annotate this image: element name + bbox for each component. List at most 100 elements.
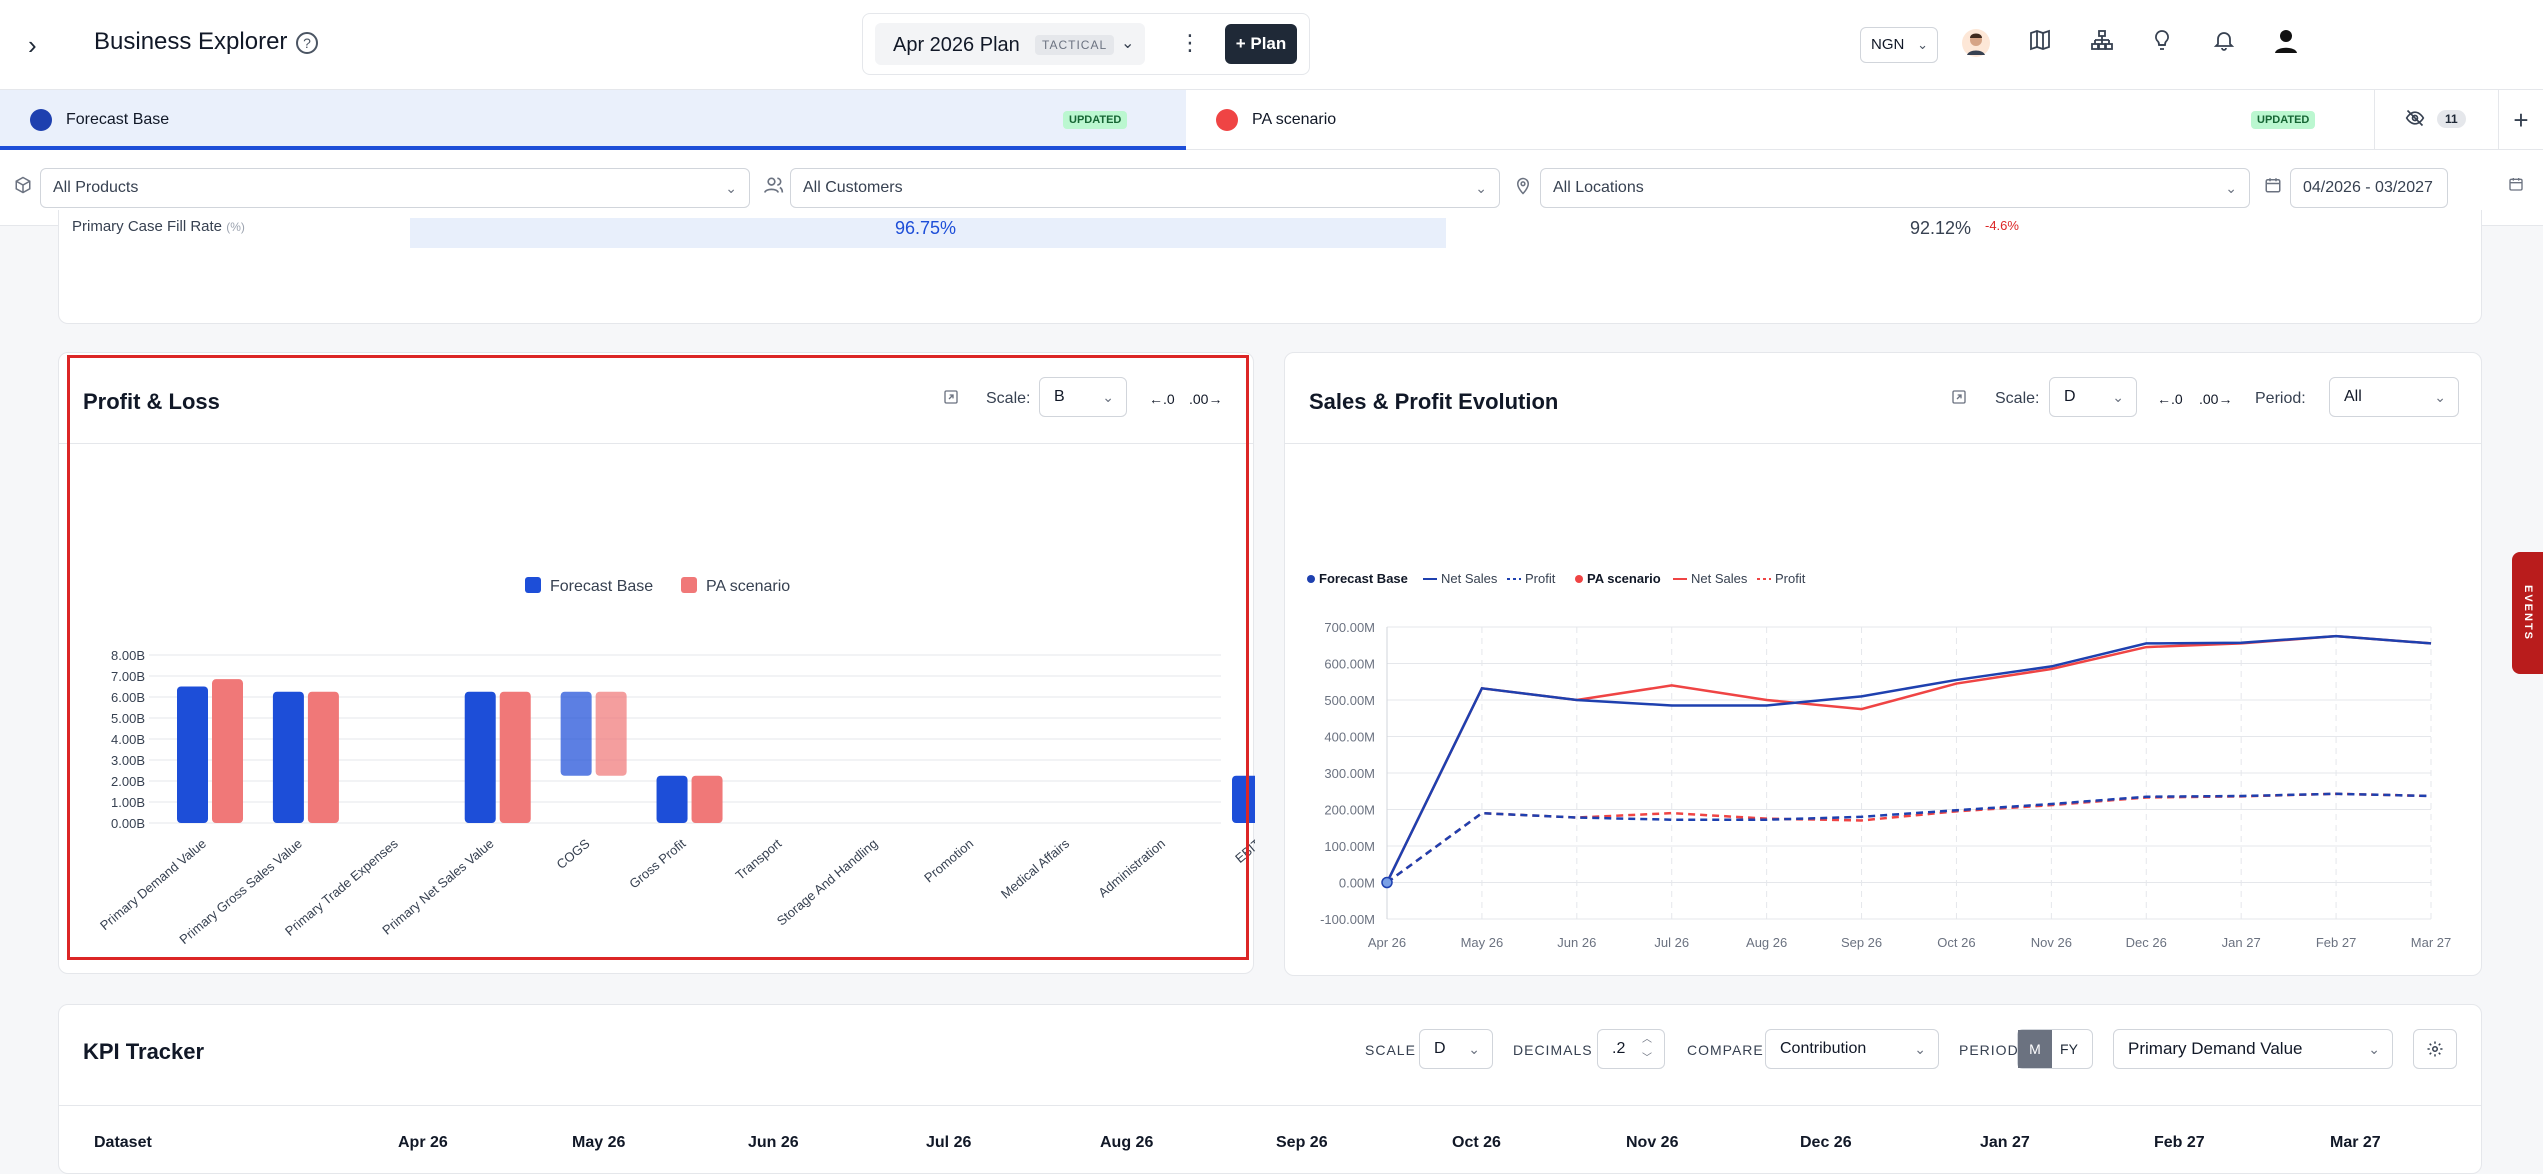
chevron-down-icon: ⌄	[2368, 1041, 2380, 1057]
card-title: Sales & Profit Evolution	[1309, 389, 1559, 414]
series-line	[1385, 634, 2432, 884]
calendar-icon	[2264, 176, 2282, 199]
compare-value: Contribution	[1780, 1040, 1867, 1057]
scale-label: Scale:	[1995, 390, 2040, 407]
scale-select[interactable]: B ⌄	[1039, 377, 1127, 417]
stepper-arrows-icon[interactable]: ︿ ﹀	[1642, 1034, 1652, 1064]
scale-label: SCALE	[1365, 1042, 1416, 1058]
increase-decimals-button[interactable]: .00→	[1189, 391, 1223, 407]
chevron-down-icon: ⌄	[1121, 35, 1135, 52]
highlight-bar	[410, 218, 1446, 248]
kpi-column-header: Dataset	[94, 1134, 152, 1151]
locations-filter[interactable]: All Locations ⌄	[1540, 168, 2250, 208]
hierarchy-icon[interactable]	[2086, 28, 2118, 60]
legend-label: Profit	[1775, 571, 1806, 586]
chevron-down-icon: ⌄	[725, 180, 737, 196]
period-fy-option[interactable]: FY	[2060, 1041, 2078, 1057]
bar	[272, 691, 304, 823]
bar	[595, 691, 627, 776]
legend-label: Forecast Base	[550, 578, 653, 595]
sales-profit-chart: Forecast Base Net Sales Profit PA scenario N…	[1307, 571, 2451, 950]
user-avatar-icon[interactable]	[1960, 28, 1992, 60]
y-tick-label: 6.00B	[111, 690, 145, 705]
scale-select[interactable]: D ⌄	[1419, 1029, 1493, 1069]
chevron-down-icon: ⌄	[1468, 1041, 1480, 1057]
period-select[interactable]: All ⌄	[2329, 377, 2459, 417]
currency-select[interactable]: NGN ⌄	[1860, 27, 1938, 63]
add-plan-button[interactable]: + Plan	[1225, 24, 1297, 64]
decrease-decimals-button[interactable]: ←.0	[2157, 391, 2183, 407]
account-icon[interactable]	[2270, 28, 2302, 60]
expand-sidebar-chevron-icon[interactable]: ›	[28, 30, 37, 60]
card-title: KPI Tracker	[83, 1039, 205, 1064]
events-side-tab[interactable]: EVENTS	[2512, 552, 2543, 674]
add-scenario-button[interactable]: +	[2498, 90, 2543, 150]
compare-label: COMPARE	[1687, 1042, 1764, 1058]
tab-forecast-base[interactable]: Forecast Base UPDATED	[0, 90, 1186, 150]
date-range-field[interactable]: 04/2026 - 03/2027	[2290, 168, 2448, 208]
bell-icon[interactable]	[2208, 28, 2240, 60]
currency-value: NGN	[1871, 36, 1905, 53]
decimals-stepper[interactable]: .2 ︿ ﹀	[1597, 1029, 1665, 1069]
plan-selector-group: Apr 2026 Plan TACTICAL ⌄ ⋮ + Plan	[862, 13, 1310, 75]
scale-value: D	[2064, 388, 2076, 405]
chevron-down-icon: ⌄	[1917, 37, 1928, 52]
selection-highlight	[67, 355, 1249, 960]
kpi-column-header: Mar 27	[2330, 1134, 2381, 1151]
plan-dropdown[interactable]: Apr 2026 Plan TACTICAL ⌄	[875, 23, 1145, 65]
y-tick-label: 700.00M	[1324, 620, 1375, 635]
decimals-label: DECIMALS	[1513, 1042, 1593, 1058]
chevron-down-icon: ⌄	[1914, 1041, 1926, 1057]
y-tick-label: 0.00M	[1339, 876, 1375, 891]
hidden-count: 11	[2437, 110, 2466, 128]
more-options-icon[interactable]: ⋮	[1179, 30, 1201, 55]
metric-value: Primary Demand Value	[2128, 1039, 2303, 1058]
hidden-scenarios-button[interactable]: 11	[2374, 90, 2498, 150]
scenario-tabs: Forecast Base UPDATED PA scenario UPDATE…	[0, 90, 2543, 150]
lightbulb-icon[interactable]	[2146, 28, 2178, 60]
settings-button[interactable]	[2413, 1029, 2457, 1069]
kpi-column-header: Jul 26	[926, 1134, 972, 1151]
legend-label: PA scenario	[706, 578, 790, 595]
help-icon[interactable]: ?	[296, 32, 318, 54]
legend-label: PA scenario	[1587, 571, 1661, 586]
legend-marker	[1575, 575, 1583, 583]
chevron-down-icon: ⌄	[1475, 180, 1487, 196]
y-tick-label: 3.00B	[111, 753, 145, 768]
expand-icon[interactable]	[943, 389, 959, 410]
x-tick-label: Jul 26	[1654, 935, 1689, 950]
expand-icon[interactable]	[1951, 389, 1967, 410]
customers-value: All Customers	[803, 179, 903, 196]
scale-value: D	[1434, 1040, 1446, 1057]
y-tick-label: 4.00B	[111, 732, 145, 747]
legend-label: Forecast Base	[1319, 571, 1408, 586]
period-month-option[interactable]: M	[2018, 1030, 2052, 1068]
chevron-down-icon: ⌄	[2225, 180, 2237, 196]
page-title: Business Explorer	[94, 28, 288, 55]
x-tick-label: Apr 26	[1368, 935, 1406, 950]
customers-icon	[764, 176, 784, 199]
legend-marker	[1307, 575, 1315, 583]
metric-select[interactable]: Primary Demand Value ⌄	[2113, 1029, 2393, 1069]
products-filter[interactable]: All Products ⌄	[40, 168, 750, 208]
scale-select[interactable]: D ⌄	[2049, 377, 2137, 417]
tab-label: Forecast Base	[66, 111, 170, 128]
calendar-icon[interactable]	[2508, 176, 2524, 197]
kpi-column-header: Apr 26	[398, 1134, 448, 1151]
kpi-column-header: Oct 26	[1452, 1134, 1501, 1151]
sales-profit-evolution-card: Sales & Profit Evolution Scale: D ⌄ ←.0 .…	[1284, 352, 2482, 976]
y-tick-label: -100.00M	[1320, 912, 1375, 927]
value-pa-scenario: 92.12%	[1910, 218, 1972, 238]
customers-filter[interactable]: All Customers ⌄	[790, 168, 1500, 208]
kpi-tracker-card: KPI Tracker SCALE D ⌄ DECIMALS .2 ︿ ﹀ COMPA…	[58, 1004, 2482, 1174]
tab-pa-scenario[interactable]: PA scenario UPDATED	[1186, 90, 2374, 150]
period-toggle[interactable]: M FY	[2017, 1029, 2093, 1069]
decrease-decimals-button[interactable]: ←.0	[1149, 391, 1175, 407]
period-label: PERIOD	[1959, 1042, 2019, 1058]
chevron-down-icon: ⌄	[1102, 389, 1114, 405]
plan-name: Apr 2026 Plan	[893, 34, 1020, 56]
compare-select[interactable]: Contribution ⌄	[1765, 1029, 1939, 1069]
map-icon[interactable]	[2024, 28, 2056, 60]
series-line	[1386, 792, 2432, 884]
increase-decimals-button[interactable]: .00→	[2199, 391, 2233, 407]
